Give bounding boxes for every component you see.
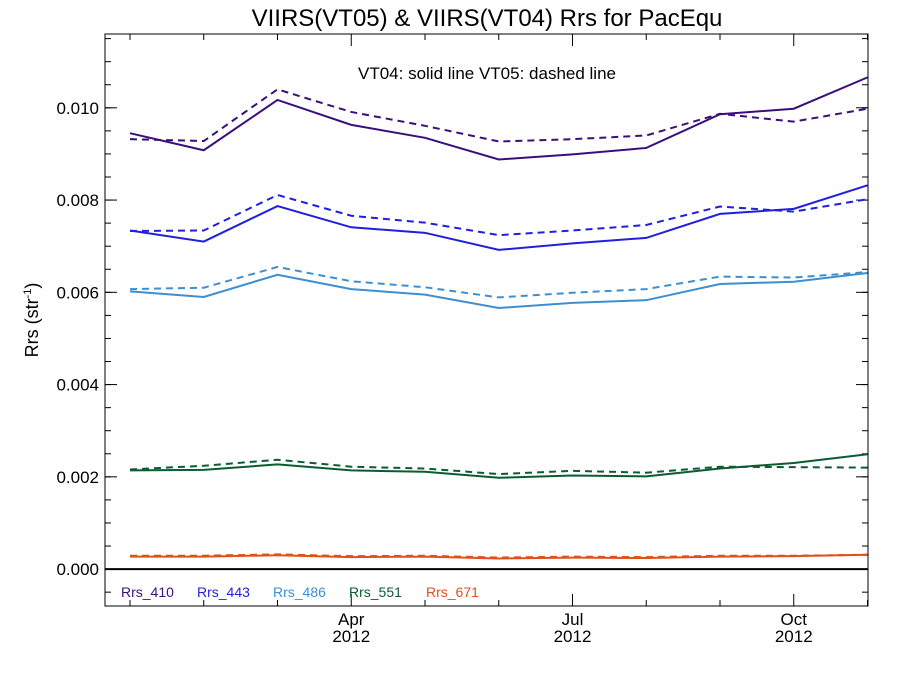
legend-entry-Rrs_486: Rrs_486 xyxy=(273,584,326,600)
x-tick-label-month: Jul xyxy=(562,610,584,629)
series-line-vt05-Rrs_410 xyxy=(129,88,868,143)
y-tick-label: 0.000 xyxy=(56,560,99,579)
chart-title: VIIRS(VT05) & VIIRS(VT04) Rrs for PacEqu xyxy=(252,5,723,32)
legend-entry-Rrs_671: Rrs_671 xyxy=(426,584,479,600)
series-line-vt04-Rrs_671 xyxy=(130,553,868,560)
legend-entry-Rrs_443: Rrs_443 xyxy=(197,584,250,600)
y-tick-label: 0.010 xyxy=(56,99,99,118)
series-line-vt04-Rrs_443 xyxy=(129,184,868,251)
y-tick-label: 0.008 xyxy=(56,191,99,210)
plot-frame xyxy=(104,33,869,607)
chart-annotation: VT04: solid line VT05: dashed line xyxy=(358,64,616,83)
y-tick-label: 0.002 xyxy=(56,468,99,487)
x-tick-label-year: 2012 xyxy=(332,627,370,646)
x-tick-label-month: Apr xyxy=(338,610,365,629)
series-line-vt05-Rrs_443 xyxy=(129,193,868,237)
x-tick-label-year: 2012 xyxy=(554,627,592,646)
x-tick-label-year: 2012 xyxy=(775,627,813,646)
x-tick-label-month: Oct xyxy=(781,610,808,629)
plot-area: 0.0000.0020.0040.0060.0080.010Apr2012Jul… xyxy=(56,34,868,646)
y-axis-label: Rrs (str-1) xyxy=(22,283,42,358)
legend: Rrs_410 Rrs_443 Rrs_486 Rrs_551 Rrs_671 xyxy=(121,584,479,600)
series-line-vt04-Rrs_486 xyxy=(129,271,868,310)
series-line-vt04-Rrs_410 xyxy=(129,76,868,161)
y-tick-label: 0.004 xyxy=(56,376,99,395)
legend-entry-Rrs_551: Rrs_551 xyxy=(349,584,402,600)
legend-entry-Rrs_410: Rrs_410 xyxy=(121,584,174,600)
y-tick-label: 0.006 xyxy=(56,283,99,302)
series-line-vt05-Rrs_486 xyxy=(129,265,868,299)
series-line-vt04-Rrs_551 xyxy=(129,453,868,479)
